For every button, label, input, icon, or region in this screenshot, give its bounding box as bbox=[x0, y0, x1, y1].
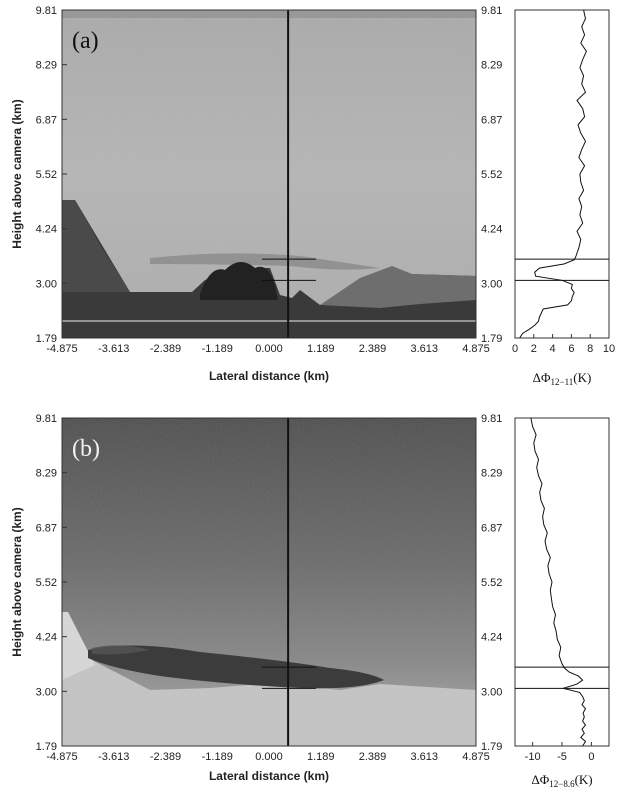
x-tick-label: 2.389 bbox=[359, 343, 387, 355]
y-tick-label-right: 5.52 bbox=[481, 577, 502, 589]
x-tick-label: 4.875 bbox=[462, 343, 490, 355]
x-tick-label: 3.613 bbox=[410, 751, 438, 763]
profile-x-tick-label: 8 bbox=[587, 343, 593, 355]
x-tick-label: 0.000 bbox=[255, 751, 283, 763]
x-tick-label: -2.389 bbox=[150, 343, 181, 355]
profile-x-tick-label: 10 bbox=[603, 343, 615, 355]
y-axis-label-b: Height above camera (km) bbox=[10, 507, 24, 656]
x-axis-label-b: Lateral distance (km) bbox=[209, 769, 329, 783]
y-tick-label-right: 1.79 bbox=[481, 333, 502, 345]
panel-label-a: (a) bbox=[72, 28, 99, 54]
y-tick-labels-b: 9.81 8.29 6.87 5.52 4.24 3.00 1.79 bbox=[36, 413, 67, 753]
y-tick-label: 6.87 bbox=[36, 114, 57, 126]
x-tick-labels-b: -4.875 -3.613 -2.389 -1.189 0.000 1.189 2.389 3… bbox=[46, 751, 489, 763]
x-tick-label: 4.875 bbox=[462, 751, 490, 763]
y-tick-label: 4.24 bbox=[36, 632, 57, 644]
profile-x-label-a: ΔΦ12−11(K) bbox=[533, 370, 592, 387]
profile-x-tick-label: 0 bbox=[512, 343, 518, 355]
y-tick-label-right: 4.24 bbox=[481, 224, 502, 236]
x-tick-label: 1.189 bbox=[307, 751, 335, 763]
y-tick-labels-right-a: 9.81 8.29 6.87 5.52 4.24 3.00 1.79 bbox=[481, 5, 519, 345]
y-tick-label-right: 3.00 bbox=[481, 278, 502, 290]
x-tick-label: -2.389 bbox=[150, 751, 181, 763]
profile-x-label-sub-b: 12−8.6 bbox=[549, 779, 575, 789]
y-tick-labels-a: 9.81 8.29 6.87 5.52 4.24 3.00 1.79 bbox=[36, 5, 67, 345]
x-tick-label: 1.189 bbox=[307, 343, 335, 355]
panel-label-b: (b) bbox=[72, 436, 100, 462]
thermal-image-b bbox=[62, 418, 476, 746]
x-tick-label: 2.389 bbox=[359, 751, 387, 763]
profile-x-label-unit-a: (K) bbox=[573, 370, 591, 385]
profile-x-tick-label: 0 bbox=[588, 751, 594, 763]
x-tick-label: -3.613 bbox=[98, 343, 129, 355]
profile-x-label-unit-b: (K) bbox=[575, 772, 593, 787]
y-tick-label-right: 6.87 bbox=[481, 114, 502, 126]
profile-x-tick-label: -10 bbox=[525, 751, 541, 763]
profile-x-tick-label: -5 bbox=[557, 751, 567, 763]
y-axis-label-a: Height above camera (km) bbox=[10, 99, 24, 248]
y-tick-label-right: 6.87 bbox=[481, 522, 502, 534]
profile-x-ticks-b: -10 -5 0 bbox=[525, 742, 594, 763]
y-tick-label-right: 5.52 bbox=[481, 169, 502, 181]
y-tick-label: 6.87 bbox=[36, 522, 57, 534]
y-tick-label-right: 8.29 bbox=[481, 468, 502, 480]
profile-x-label-b: ΔΦ12−8.6(K) bbox=[531, 772, 592, 789]
x-tick-labels-a: -4.875 -3.613 -2.389 -1.189 0.000 1.189 2.389 3… bbox=[46, 343, 489, 355]
y-tick-label: 8.29 bbox=[36, 468, 57, 480]
x-tick-label: -4.875 bbox=[46, 751, 77, 763]
y-tick-label-right: 4.24 bbox=[481, 632, 502, 644]
y-tick-label-right: 8.29 bbox=[481, 60, 502, 72]
y-tick-labels-right-b: 9.81 8.29 6.87 5.52 4.24 3.00 1.79 bbox=[481, 413, 519, 753]
x-tick-label: 0.000 bbox=[255, 343, 283, 355]
x-tick-label: -3.613 bbox=[98, 751, 129, 763]
profile-x-label-main-b: ΔΦ bbox=[531, 772, 549, 787]
x-tick-label: -4.875 bbox=[46, 343, 77, 355]
y-tick-label: 1.79 bbox=[36, 741, 57, 753]
y-tick-label: 5.52 bbox=[36, 169, 57, 181]
x-tick-label: 3.613 bbox=[410, 343, 438, 355]
profile-line-a bbox=[519, 9, 587, 339]
panel-a: (a) 9.81 8.29 6.87 5.52 4.24 3.00 1.79 9.81 8.2… bbox=[10, 5, 615, 387]
x-axis-label-a: Lateral distance (km) bbox=[209, 369, 329, 383]
profile-x-label-sub-a: 12−11 bbox=[551, 377, 574, 387]
thermal-image-a bbox=[62, 10, 476, 338]
profile-x-tick-label: 4 bbox=[550, 343, 556, 355]
y-tick-label: 4.24 bbox=[36, 224, 57, 236]
y-tick-label-right: 9.81 bbox=[481, 5, 502, 17]
profile-x-ticks-a: 0 2 4 6 8 10 bbox=[512, 334, 615, 355]
y-tick-label-right: 3.00 bbox=[481, 686, 502, 698]
y-tick-label: 1.79 bbox=[36, 333, 57, 345]
y-tick-label: 3.00 bbox=[36, 686, 57, 698]
x-tick-label: -1.189 bbox=[202, 343, 233, 355]
y-tick-label-right: 9.81 bbox=[481, 413, 502, 425]
profile-frame-b bbox=[514, 417, 610, 747]
panel-b: (b) 9.81 8.29 6.87 5.52 4.24 3.00 1.79 9.81 8.2… bbox=[10, 413, 610, 789]
profile-line-b bbox=[530, 417, 587, 747]
y-tick-label: 8.29 bbox=[36, 60, 57, 72]
x-tick-label: -1.189 bbox=[202, 751, 233, 763]
y-tick-label: 9.81 bbox=[36, 413, 57, 425]
y-tick-label: 3.00 bbox=[36, 278, 57, 290]
y-tick-label: 9.81 bbox=[36, 5, 57, 17]
profile-x-tick-label: 6 bbox=[568, 343, 574, 355]
y-tick-label-right: 1.79 bbox=[481, 741, 502, 753]
profile-x-tick-label: 2 bbox=[531, 343, 537, 355]
profile-x-label-main-a: ΔΦ bbox=[533, 370, 551, 385]
profile-frame-a bbox=[514, 9, 610, 339]
y-tick-label: 5.52 bbox=[36, 577, 57, 589]
